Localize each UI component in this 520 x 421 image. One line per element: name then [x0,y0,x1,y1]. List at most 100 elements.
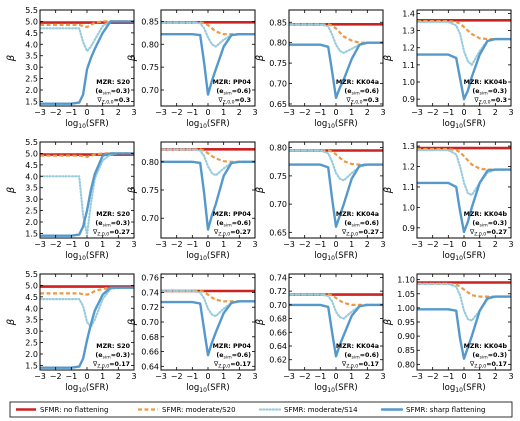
e-sim-value: =0.3) [111,352,130,359]
y-tick-label: 5.5 [25,6,38,15]
y-tick-label: 2.0 [25,218,38,227]
x-axis-label-log: log [314,119,327,129]
y-tick-label: 0.95 [397,318,415,327]
e-sim-open: (e [95,220,102,227]
e-sim-open: (e [344,220,351,227]
y-tick-label: 0.80 [141,40,159,49]
gradient-value: =0.17 [486,361,507,368]
x-axis-label-tail: (SFR) [86,251,109,261]
e-sim-value: =0.3) [488,352,507,359]
y-axis-label: β [6,186,17,194]
series-line-moderate-s20 [161,289,255,303]
y-axis-label: β [383,318,394,326]
y-tick-label: 1.1 [402,183,415,192]
y-tick-label: 0.80 [141,158,159,167]
x-tick-label: 3 [252,108,257,117]
x-tick-label: −3 [34,372,46,381]
x-axis-label-log: log [65,383,78,393]
series-line-moderate-s20 [161,148,255,163]
e-sim-sub: sim [103,223,112,229]
x-tick-label: −3 [155,108,167,117]
y-tick-label: 0.72 [141,303,159,312]
x-tick-label: 1 [100,108,105,117]
series-line-sharp-flattening [40,20,134,105]
x-tick-label: 2 [237,240,242,249]
e-sim-label: (esim=0.3) [95,220,130,229]
nabla-symbol: ∇ [469,229,475,236]
x-axis-label-tail: (SFR) [335,251,358,261]
x-axis-label-log: log [65,251,78,261]
gradient-sub: Z,0,0 [223,100,235,106]
x-axis-label-tail: (SFR) [335,383,358,393]
series-line-moderate-s14 [417,149,511,197]
y-tick-label: 0.66 [141,348,159,357]
y-axis-label: β [255,318,266,326]
y-tick-label: 0.68 [269,315,287,324]
e-sim-open: (e [95,352,102,359]
y-tick-label: 0.76 [141,274,159,283]
y-tick-label: 5.0 [25,17,38,26]
series-line-moderate-s20 [161,21,255,36]
y-tick-label: 0.64 [269,342,287,351]
gradient-label: ∇Z,0,0=0.17 [92,361,130,370]
series-line-sharp-flattening [40,152,134,237]
x-tick-label: 3 [508,372,513,381]
y-tick-label: 4.0 [25,172,38,181]
series-line-moderate-s20 [40,152,134,158]
series-group [40,152,134,237]
panel-9: −3 −2 −1 0 1 2 3 1.5 2.0 2.5 3.0 3.5 4.0 4.5 5.0 5.5 β lo… [6,270,137,394]
e-sim-label: (esim=0.6) [344,220,379,229]
e-sim-label: (esim=0.6) [344,352,379,361]
e-sim-sub: sim [352,91,361,97]
y-axis-label: β [127,318,138,326]
e-sim-open: (e [472,88,479,95]
e-sim-open: (e [472,352,479,359]
series-group [161,148,255,231]
e-sim-value: =0.3) [111,88,130,95]
y-tick-label: 0.65 [269,228,287,237]
x-axis-label-log: log [65,119,78,129]
x-tick-label: 3 [131,372,136,381]
y-tick-label: 1.00 [397,304,415,313]
x-tick-label: −3 [411,108,423,117]
legend: SFMR: no flattening SFMR: moderate/S20 SFM… [9,401,513,418]
series-line-moderate-s20 [417,148,511,171]
mzr-label: MZR: S20 [96,79,130,86]
e-sim-open: (e [216,88,223,95]
e-sim-value: =0.6) [232,88,251,95]
x-axis-label-sub: 10 [327,387,335,394]
x-axis-label-tail: (SFR) [86,119,109,129]
gradient-sub: Z,0,0 [218,232,230,238]
panel-1: −3 −2 −1 0 1 2 3 1.5 2.0 2.5 3.0 3.5 4.0 4.5 5.0 5.5 β lo… [6,6,137,130]
e-sim-open: (e [472,220,479,227]
x-tick-label: 0 [84,372,89,381]
x-axis-label: log10(SFR) [442,383,485,394]
e-sim-open: (e [344,88,351,95]
y-tick-label: 0.70 [269,200,287,209]
mzr-label: MZR: KK04a [336,211,379,218]
x-axis-label-tail: (SFR) [207,119,230,129]
nabla-symbol: ∇ [473,97,479,104]
panel-12: −3 −2 −1 0 1 2 3 0.80 0.85 0.90 0.95 1.00 1.05 1.10 β l… [383,273,514,394]
x-tick-label: −2 [50,372,62,381]
x-axis-label-tail: (SFR) [463,119,486,129]
panel-6: −3 −2 −1 0 1 2 3 0.70 0.75 0.80 β log10(SFR) MZR: PP… [127,141,258,262]
e-sim-value: =0.3) [488,220,507,227]
series-group [289,149,383,228]
x-axis-label-tail: (SFR) [207,383,230,393]
series-line-sharp-flattening [417,37,511,101]
x-tick-label: −2 [299,240,311,249]
x-tick-label: 2 [365,240,370,249]
x-tick-label: 1 [221,108,226,117]
y-tick-label: 0.90 [397,332,415,341]
e-sim-value: =0.3) [488,88,507,95]
y-axis-label: β [383,54,394,62]
x-tick-label: 0 [84,240,89,249]
series-group [161,20,255,96]
panel-10: −3 −2 −1 0 1 2 3 0.64 0.66 0.68 0.70 0.72 0.74 0.76 β l… [127,273,258,394]
x-axis-label-tail: (SFR) [463,251,486,261]
x-tick-label: 0 [333,108,338,117]
nabla-symbol: ∇ [213,229,219,236]
x-tick-label: −3 [283,372,295,381]
e-sim-value: =0.3) [111,220,130,227]
